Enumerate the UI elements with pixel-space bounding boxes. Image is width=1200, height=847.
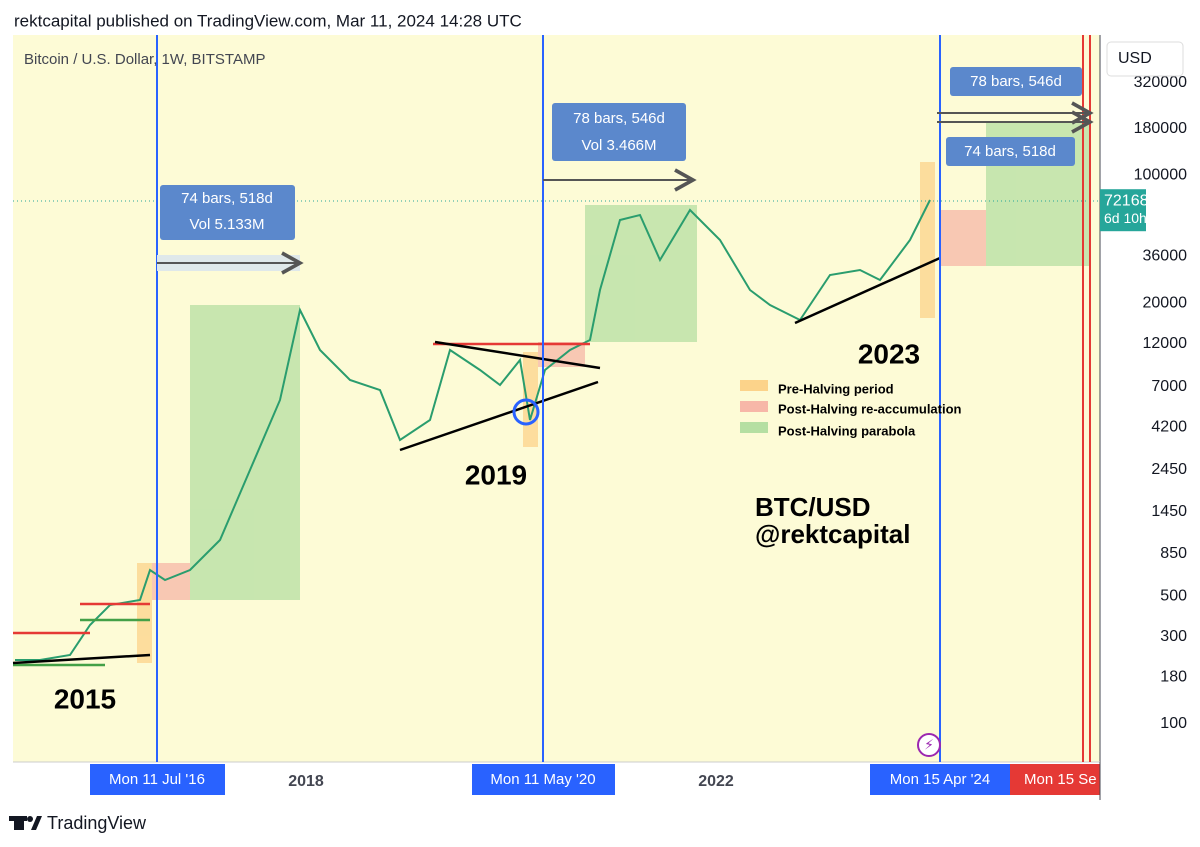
time-marker-text: Mon 11 May '20	[490, 771, 595, 788]
price-tick: 1450	[1151, 503, 1187, 520]
price-tick: 4200	[1151, 418, 1187, 435]
price-tick: 100000	[1134, 167, 1187, 184]
year-label: 2023	[858, 338, 920, 369]
currency-button[interactable]	[1106, 41, 1184, 77]
current-price-box	[1100, 189, 1146, 232]
time-marker-text: Mon 15 Se	[1024, 771, 1097, 788]
time-marker	[870, 764, 1010, 795]
price-tick: 850	[1160, 545, 1187, 562]
year-label: 2015	[54, 683, 116, 714]
time-marker	[90, 764, 225, 795]
price-tick: 2450	[1151, 461, 1187, 478]
price-tick: 20000	[1143, 294, 1188, 311]
price-tick: 180000	[1134, 120, 1187, 137]
trend-lines	[12, 256, 941, 667]
year-tick: 2018	[288, 773, 324, 790]
price-tick: 36000	[1143, 248, 1188, 265]
measure-boxes: 74 bars, 518d Vol 5.133M 78 bars, 546d V…	[160, 67, 1082, 240]
legend-text: Pre-Halving period	[778, 381, 894, 396]
header: rektcapital published on TradingView.com…	[14, 11, 522, 30]
event-icon: ⚡	[924, 737, 934, 753]
logo	[9, 816, 42, 830]
price-tick: 500	[1160, 587, 1187, 604]
symbol: Bitcoin / U.S. Dollar, 1W, BITSTAMP	[24, 51, 265, 68]
time-marker	[472, 764, 615, 795]
price-tick: 100	[1160, 715, 1187, 732]
legend-text: Post-Halving re-accumulation	[778, 401, 962, 416]
price-ticks: 320000 180000 100000 36000 20000 12000 7000 420…	[1134, 74, 1187, 732]
time-marker-text: Mon 11 Jul '16	[109, 771, 205, 788]
year-tick: 2022	[698, 773, 734, 790]
measure-text: 74 bars, 518d	[964, 143, 1056, 160]
measure-text: 78 bars, 546d	[970, 73, 1062, 90]
measure-text: Vol 5.133M	[189, 216, 264, 233]
price-tick: 12000	[1143, 335, 1188, 352]
footer: TradingView	[47, 813, 147, 833]
price-tick: 320000	[1134, 74, 1187, 91]
measure-text: 74 bars, 518d	[181, 190, 273, 207]
watermark: @rektcapital	[755, 519, 910, 549]
countdown: 6d 10h	[1104, 210, 1147, 226]
current-price: 72168	[1104, 192, 1149, 209]
event-icon[interactable]	[917, 733, 941, 757]
price-tick: 300	[1160, 628, 1187, 645]
time-marker-text: Mon 15 Apr '24	[890, 771, 990, 788]
measure-text: Vol 3.466M	[581, 137, 656, 154]
measure-text: 78 bars, 546d	[573, 110, 665, 127]
halving-lines	[156, 35, 1091, 762]
legend-text: Post-Halving parabola	[778, 423, 916, 438]
price-axis-bg	[1100, 35, 1200, 762]
time-marker	[1010, 764, 1100, 795]
measure-arrows	[157, 101, 1094, 275]
year-label: 2019	[465, 459, 527, 490]
price-tick: 180	[1160, 669, 1187, 686]
legend: Pre-Halving period Post-Halving re-accum…	[740, 380, 962, 438]
currency: USD	[1118, 50, 1152, 67]
price-tick: 7000	[1151, 378, 1187, 395]
watermark: BTC/USD	[755, 492, 871, 522]
